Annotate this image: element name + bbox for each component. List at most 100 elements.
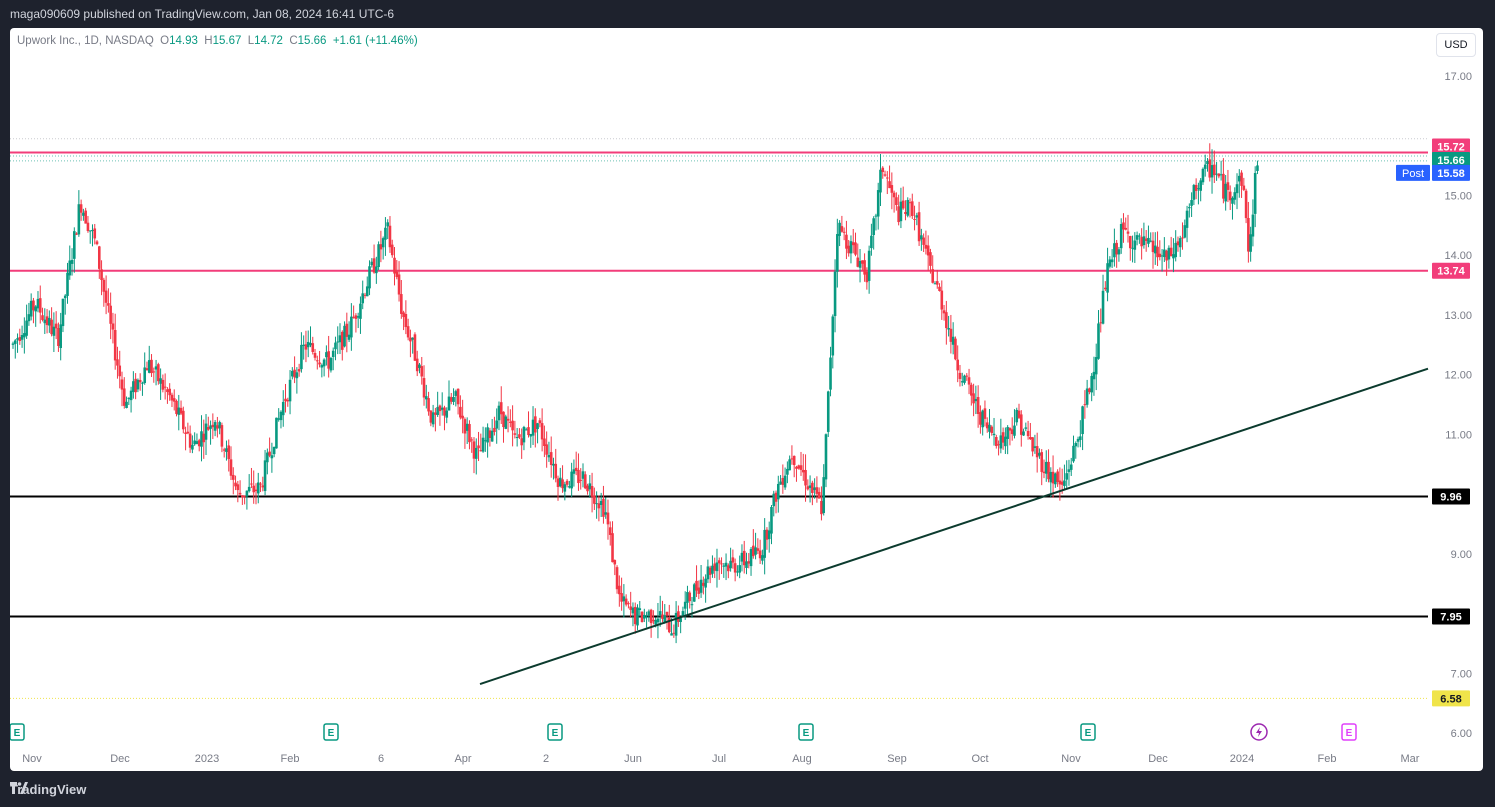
candle-body — [1158, 253, 1162, 258]
currency-button[interactable]: USD — [1436, 33, 1476, 57]
candle-body — [1067, 469, 1071, 472]
candle-body — [856, 257, 860, 267]
candle-body — [1054, 473, 1057, 485]
candle-body — [107, 303, 110, 306]
candle-body — [1181, 237, 1184, 239]
candle-body — [940, 290, 944, 310]
candle-body — [904, 212, 907, 214]
candle-body — [547, 455, 551, 458]
candle-body — [400, 294, 403, 314]
candle-body — [1019, 414, 1023, 435]
candle-body — [538, 420, 542, 424]
candle-body — [27, 314, 31, 322]
candle-body — [833, 271, 837, 317]
candle-body — [924, 244, 928, 249]
candle-body — [727, 565, 730, 572]
candle-body — [486, 427, 489, 443]
candle-body — [1169, 247, 1173, 257]
candle-body — [1201, 168, 1205, 183]
tradingview-brand[interactable]: TradingView — [10, 782, 86, 797]
candle-body — [577, 469, 580, 484]
candle-body — [563, 484, 567, 492]
x-tick-label: Apr — [454, 753, 471, 765]
candle-body — [304, 344, 308, 350]
candle-body — [556, 478, 560, 487]
candle-body — [465, 423, 469, 431]
candle-body — [613, 560, 617, 565]
candle-body — [409, 337, 412, 342]
candle-body — [942, 310, 946, 314]
candle-body — [747, 561, 751, 564]
candle-body — [202, 433, 206, 443]
candle-body — [1167, 247, 1171, 260]
candle-body — [1063, 480, 1066, 486]
candle-body — [529, 434, 533, 437]
candle-body — [1253, 173, 1257, 214]
candle-body — [890, 185, 894, 193]
candle-body — [452, 396, 455, 402]
chart-svg[interactable]: 17.00 15.00 14.00 13.00 12.00 11.00 9.00 7.00 6.… — [10, 28, 1483, 771]
candle-body — [104, 290, 108, 303]
candle-body — [1013, 425, 1016, 436]
candle-body — [291, 370, 294, 377]
candle-body — [574, 467, 578, 471]
candle-body — [1001, 432, 1005, 443]
candle-body — [1208, 159, 1212, 178]
candle-body — [874, 215, 878, 217]
candle-body — [338, 335, 342, 343]
candle-body — [568, 486, 571, 488]
y-tick-label: 15.00 — [1444, 190, 1472, 202]
candle-body — [509, 421, 512, 423]
candle-body — [781, 477, 785, 485]
candle-body — [867, 250, 871, 281]
candle-body — [901, 200, 905, 209]
candle-body — [711, 565, 714, 574]
candle-body — [534, 416, 537, 433]
candle-body — [920, 235, 923, 240]
candle-body — [43, 319, 47, 324]
candle-body — [41, 315, 44, 320]
chart-panel[interactable]: 17.00 15.00 14.00 13.00 12.00 11.00 9.00 7.00 6.… — [10, 28, 1483, 771]
candle-body — [363, 294, 367, 296]
candle-body — [1101, 290, 1105, 324]
candle-body — [717, 560, 721, 564]
candle-body — [88, 230, 92, 232]
brand-name: TradingView — [10, 782, 87, 797]
candle-body — [708, 567, 712, 575]
candle-body — [195, 441, 199, 445]
candle-body — [636, 607, 639, 626]
candle-body — [284, 398, 287, 402]
candle-body — [997, 444, 1000, 446]
candle-body — [468, 424, 471, 443]
candle-body — [756, 548, 760, 551]
candle-body — [724, 562, 728, 567]
candle-body — [770, 507, 773, 534]
candle-body — [1213, 164, 1216, 176]
candle-body — [572, 469, 576, 474]
candle-body — [445, 410, 449, 418]
candle-body — [792, 455, 796, 466]
candle-body — [879, 169, 882, 193]
candle-body — [157, 364, 160, 382]
candle-body — [1240, 172, 1243, 186]
candle-body — [817, 491, 821, 499]
candle-body — [182, 410, 185, 430]
y-tick-label: 7.00 — [1451, 668, 1472, 680]
candle-body — [599, 500, 603, 505]
candle-body — [206, 427, 210, 430]
candle-body — [804, 470, 807, 486]
candle-body — [63, 295, 67, 299]
candle-body — [883, 174, 887, 176]
candle-body — [422, 378, 426, 398]
price-tag-post — [1432, 164, 1470, 181]
candle-body — [143, 367, 147, 384]
candle-body — [245, 490, 249, 497]
candle-body — [48, 317, 51, 326]
candle-body — [1106, 263, 1109, 293]
candle-body — [295, 372, 299, 379]
candle-body — [347, 334, 351, 340]
candle-body — [279, 411, 283, 421]
candle-body — [415, 358, 419, 372]
x-tick-label: Nov — [1061, 753, 1081, 765]
candle-body — [84, 210, 87, 224]
